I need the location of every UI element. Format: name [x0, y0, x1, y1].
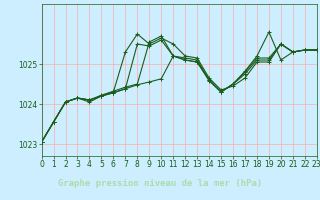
Text: Graphe pression niveau de la mer (hPa): Graphe pression niveau de la mer (hPa) [58, 179, 262, 188]
